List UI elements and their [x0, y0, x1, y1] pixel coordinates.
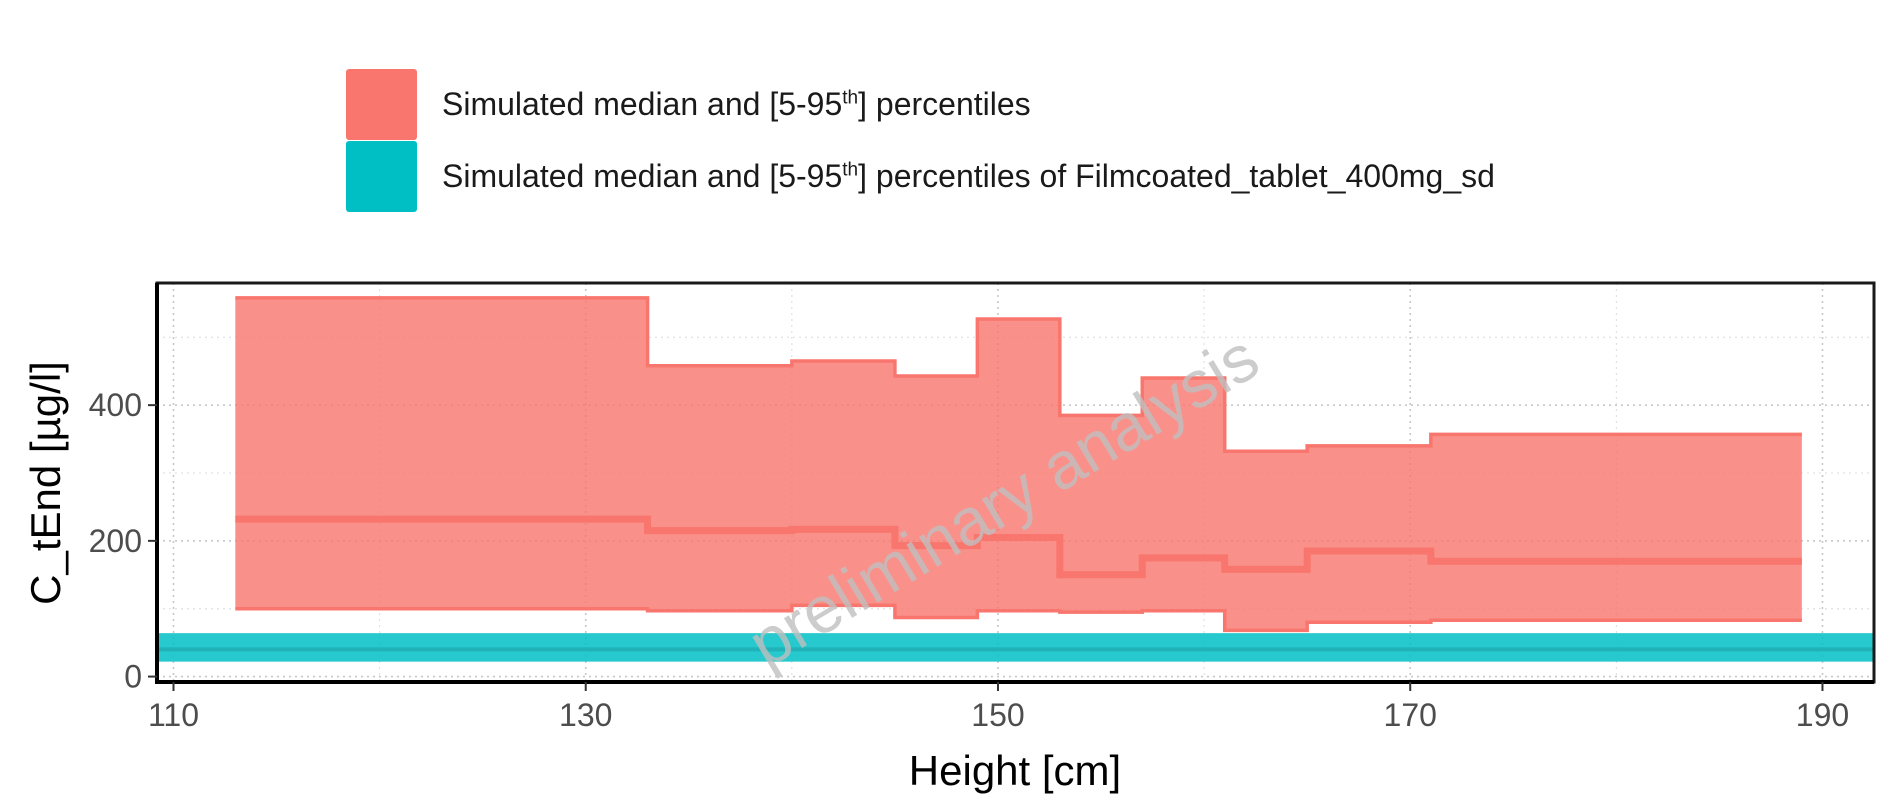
axis-ticks: 110 130 150 170 190 0 200 400	[89, 387, 1850, 733]
y-tick-label: 0	[124, 659, 142, 695]
y-axis-title: C_tEnd [µg/l]	[22, 361, 69, 605]
y-tick-label: 200	[89, 523, 142, 559]
lower-percentile-line	[235, 603, 1802, 633]
legend-key-simulated	[346, 68, 417, 140]
median-line	[235, 515, 1802, 579]
legend-key-reference	[346, 140, 417, 212]
x-tick-label: 190	[1796, 697, 1849, 733]
chart-marks	[157, 296, 1874, 662]
x-tick-label: 110	[148, 697, 199, 733]
legend: Simulated median and [5-95th] percentile…	[346, 68, 1495, 212]
band-area-reference	[157, 633, 1874, 662]
legend-item-simulated: Simulated median and [5-95th] percentile…	[346, 68, 1495, 140]
band-area-simulated	[235, 297, 1802, 631]
legend-label-simulated: Simulated median and [5-95th] percentile…	[442, 85, 1031, 122]
x-axis-title: Height [cm]	[909, 747, 1121, 794]
y-tick-label: 400	[89, 387, 142, 423]
x-tick-label: 150	[971, 697, 1024, 733]
legend-item-reference: Simulated median and [5-95th] percentile…	[346, 140, 1495, 212]
legend-label-reference: Simulated median and [5-95th] percentile…	[442, 157, 1495, 194]
x-tick-label: 130	[559, 697, 612, 733]
upper-percentile-line	[235, 296, 1802, 454]
x-tick-label: 170	[1384, 697, 1437, 733]
